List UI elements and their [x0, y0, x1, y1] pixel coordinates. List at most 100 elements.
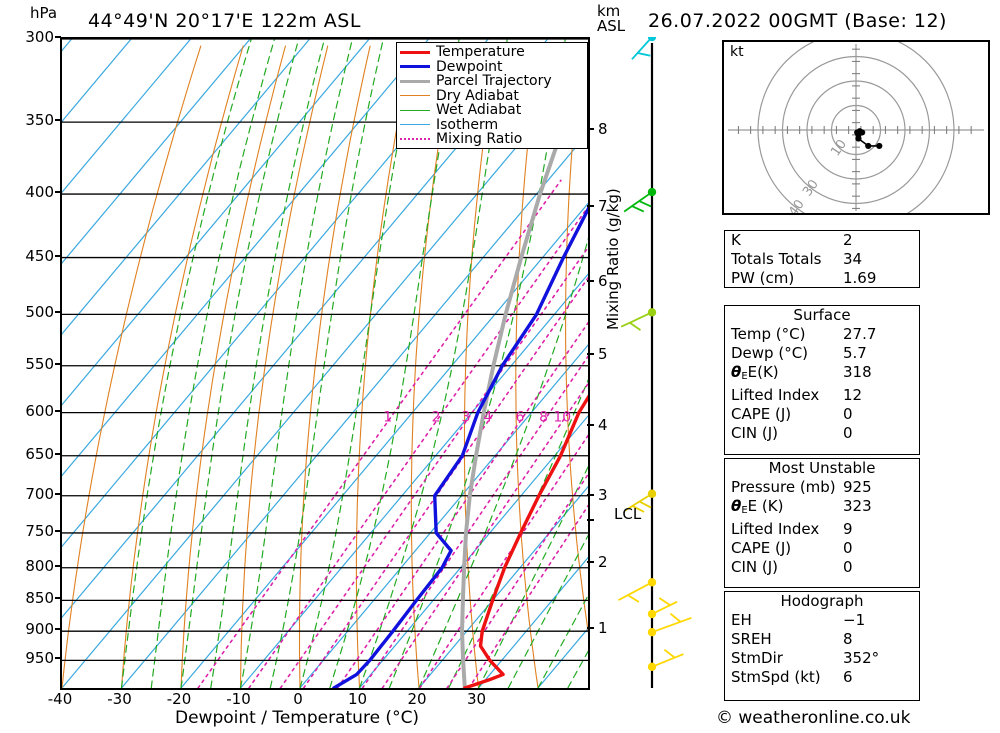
indices-panel: K 2 Totals Totals 34 PW (cm) 1.69	[724, 230, 920, 288]
pressure-tick-label: 850	[25, 589, 54, 608]
panel-row-key: Lifted Index	[731, 520, 820, 538]
mixing-ratio-labels: 12346810152025	[383, 410, 571, 426]
wind-barb	[647, 612, 692, 637]
legend-item: Parcel Trajectory	[400, 74, 584, 89]
legend-label: Mixing Ratio	[436, 131, 523, 148]
pressure-tick-label: 750	[25, 521, 54, 540]
site-title: 44°49'N 20°17'E 122m ASL	[88, 10, 361, 32]
pressure-unit-label: hPa	[30, 4, 58, 22]
panel-row-key: K	[731, 231, 741, 249]
pressure-tick-label: 300	[25, 28, 54, 46]
legend-swatch	[400, 50, 430, 54]
mixing-ratio-label: 8	[539, 410, 548, 426]
wind-barb	[647, 648, 684, 671]
pressure-tick-mark	[55, 311, 61, 314]
hodograph-ring-label: 10	[828, 137, 850, 159]
hodograph-panel[interactable]: kt 10 30 40	[722, 11, 990, 246]
pressure-tick-label: 900	[25, 620, 54, 639]
wind-barb	[647, 597, 678, 619]
pressure-tick-label: 700	[25, 484, 54, 503]
legend-item: Isotherm	[400, 118, 584, 133]
mixing-ratio-label: 4	[483, 410, 492, 426]
panel-row-value: 0	[843, 405, 853, 423]
legend-swatch	[400, 109, 430, 111]
panel-row-value: 352°	[843, 649, 880, 667]
panel-row-key: CAPE (J)	[731, 405, 792, 423]
mixing-ratio-axis-title: Mixing Ratio (g/kg)	[604, 188, 622, 330]
panel-row-value: 8	[843, 630, 853, 648]
wind-barb	[631, 37, 657, 60]
panel-row-key: Pressure (mb)	[731, 478, 836, 496]
wind-barb	[624, 489, 657, 513]
panel-row-value: 925	[843, 478, 872, 496]
pressure-tick-mark	[55, 597, 61, 600]
panel-row-key: θEE (K)	[731, 497, 784, 516]
run-title: 26.07.2022 00GMT (Base: 12)	[648, 10, 947, 32]
altitude-unit-label: km ASL	[597, 4, 625, 34]
mixing-ratio-label: 10	[553, 410, 571, 426]
panel-row-value: 0	[843, 558, 853, 576]
legend-label: Dry Adiabat	[436, 87, 519, 104]
legend-label: Wet Adiabat	[436, 102, 522, 119]
panel-row: Totals Totals 34	[725, 250, 919, 269]
altitude-tick-label: 1	[598, 619, 608, 638]
temperature-tick-label: 30	[466, 690, 487, 708]
panel-row: Pressure (mb) 925	[725, 478, 919, 497]
pressure-tick-mark	[55, 36, 61, 38]
panel-row-value: 318	[843, 363, 872, 381]
wind-barb-column	[618, 37, 692, 688]
panel-heading: Surface	[793, 306, 851, 324]
pressure-tick-label: 600	[25, 401, 54, 420]
altitude-unit-line2: ASL	[597, 17, 626, 35]
mixing-ratio-label: 3	[461, 410, 470, 426]
wind-barb	[620, 308, 657, 331]
altitude-tick-label: 2	[598, 553, 608, 572]
pressure-tick-label: 550	[25, 354, 54, 373]
hodograph-point	[876, 142, 883, 150]
panel-row-key: Temp (°C)	[731, 325, 806, 343]
lcl-tick-mark	[587, 519, 594, 522]
legend-label: Temperature	[436, 44, 525, 61]
temperature-tick-label: -20	[166, 690, 192, 708]
panel-row-value: 0	[843, 539, 853, 557]
panel-row: SREH 8	[725, 630, 919, 649]
legend-label: Dewpoint	[436, 58, 503, 75]
temperature-tick-label: -40	[47, 690, 73, 708]
panel-row-value: 323	[843, 497, 872, 515]
panel-row-key: SREH	[731, 630, 772, 648]
panel-row: CIN (J) 0	[725, 424, 919, 443]
most-unstable-panel: Most Unstable Pressure (mb) 925 θEE (K) 323 L…	[724, 458, 920, 588]
altitude-tick-mark	[587, 128, 594, 131]
panel-row-key: Lifted Index	[731, 386, 820, 404]
altitude-tick-mark	[587, 561, 594, 564]
pressure-tick-mark	[55, 362, 61, 365]
legend-item: Dry Adiabat	[400, 89, 584, 104]
panel-row-value: 1.69	[843, 269, 877, 287]
panel-row: Lifted Index 9	[725, 520, 919, 539]
panel-row: EH −1	[725, 611, 919, 630]
legend-label: Isotherm	[436, 116, 499, 133]
altitude-tick-label: 3	[598, 485, 608, 504]
panel-row-key: Dewp (°C)	[731, 344, 809, 362]
altitude-tick-label: 5	[598, 345, 608, 364]
temperature-tick-label: 20	[407, 690, 427, 708]
pressure-tick-label: 350	[25, 111, 54, 130]
legend-item: Temperature	[400, 45, 584, 60]
altitude-tick-mark	[587, 280, 594, 283]
temperature-curve	[463, 394, 588, 688]
legend-item: Wet Adiabat	[400, 103, 584, 118]
parcel-trajectory-curve	[460, 71, 583, 688]
temperature-tick-label: -10	[226, 690, 251, 708]
altitude-tick-mark	[587, 627, 594, 630]
panel-row-value: −1	[843, 611, 866, 629]
pressure-tick-mark	[55, 119, 61, 122]
mixing-ratio-label: 2	[432, 410, 441, 426]
altitude-tick-mark	[587, 353, 594, 356]
wind-barb	[623, 187, 657, 213]
pressure-tick-mark	[55, 409, 61, 412]
pressure-tick-mark	[55, 657, 61, 660]
pressure-tick-label: 450	[25, 246, 54, 265]
pressure-tick-mark	[55, 564, 61, 567]
panel-row: CIN (J) 0	[725, 558, 919, 577]
